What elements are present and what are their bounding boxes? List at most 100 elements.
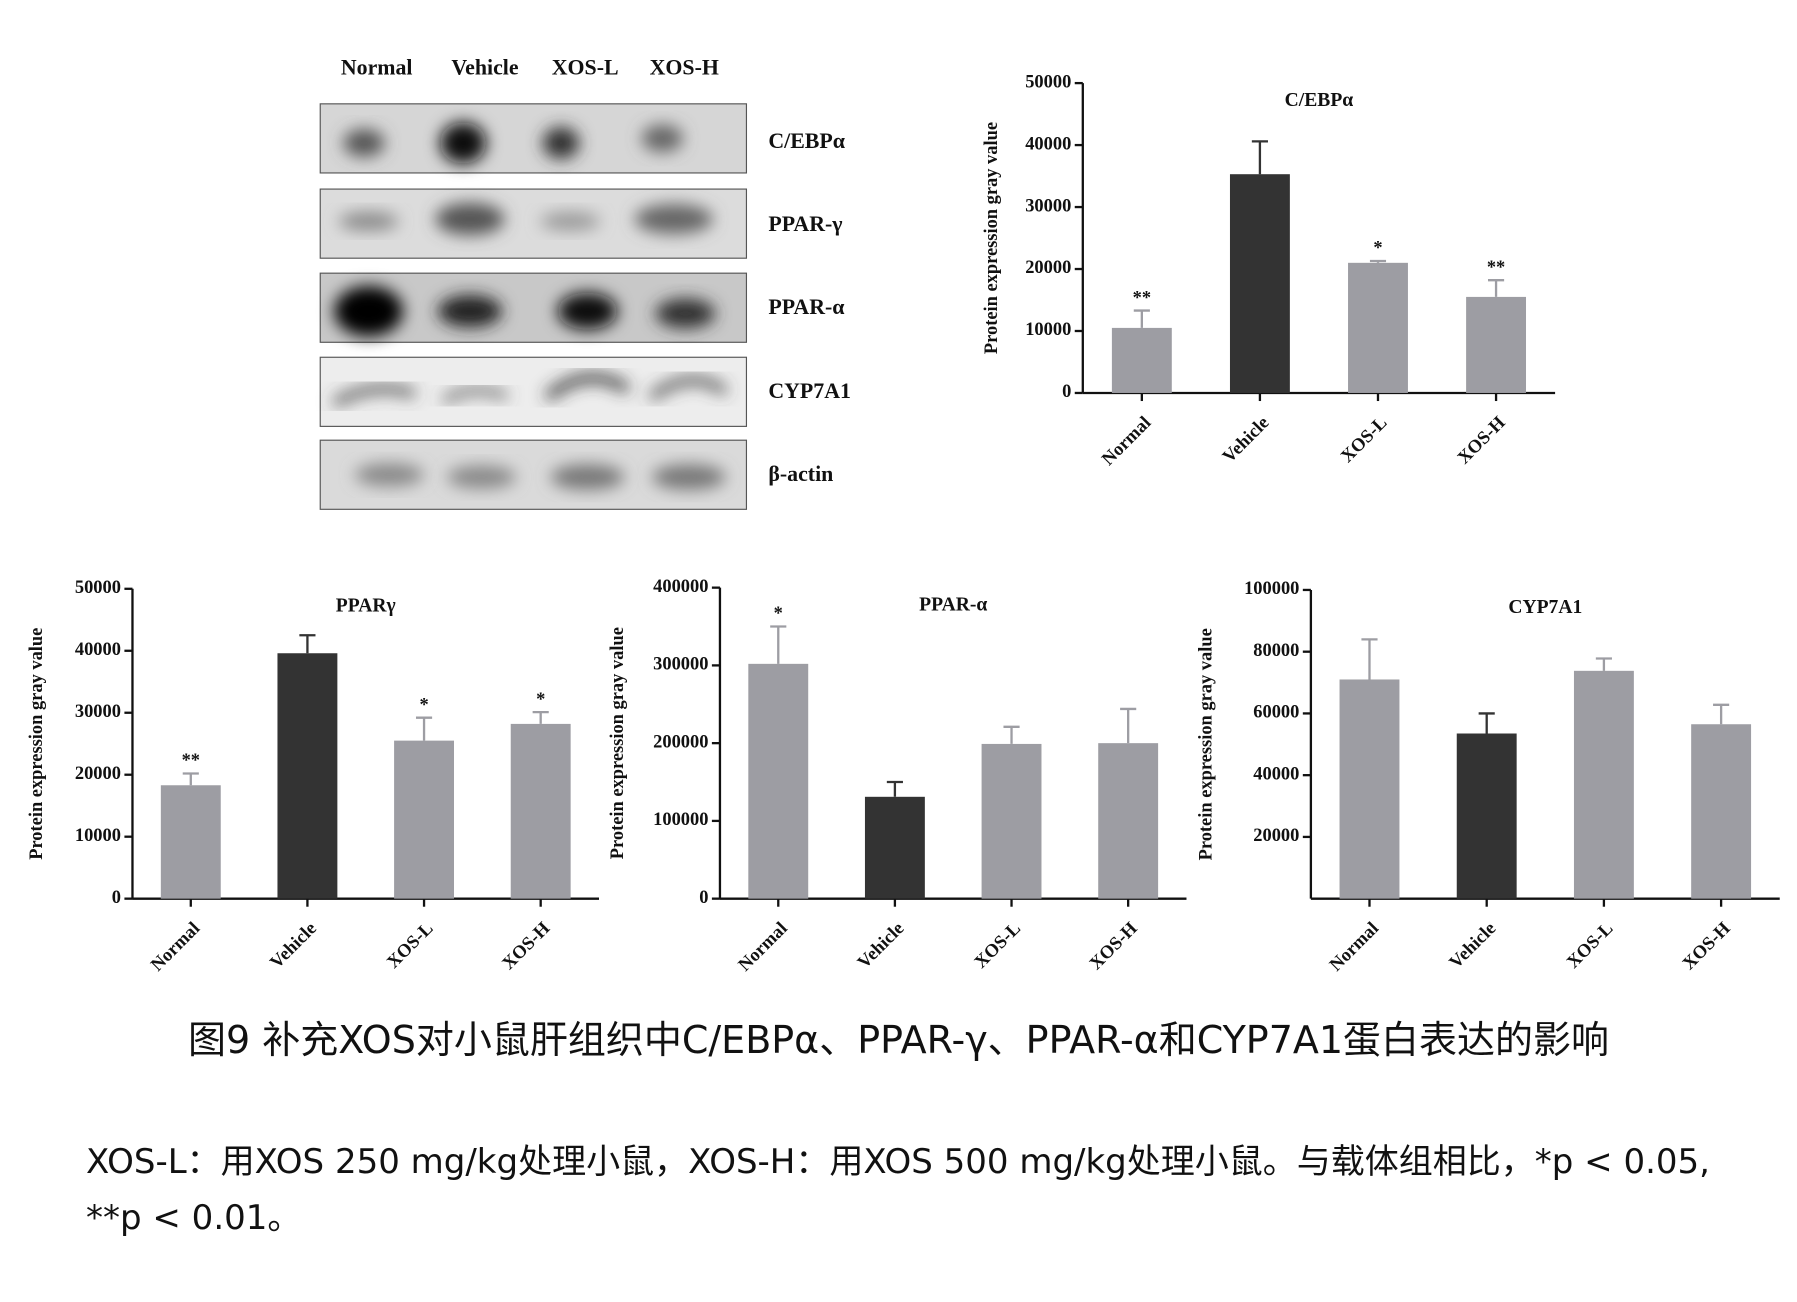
bar (394, 740, 455, 899)
error-bar (1361, 638, 1378, 680)
significance-label: ** (1487, 257, 1505, 277)
protein-label: C/EBPα (768, 129, 845, 153)
bar (160, 785, 221, 899)
chart-title: CYP7A1 (1508, 597, 1582, 618)
y-tick-label: 30000 (75, 701, 121, 721)
error-bar (1595, 657, 1612, 671)
significance-label: ** (182, 750, 200, 770)
y-tick-label: 20000 (1253, 825, 1299, 845)
y-tick-label: 0 (112, 887, 121, 907)
x-tick-label: Vehicle (1445, 918, 1499, 972)
significance-label: * (1373, 238, 1382, 258)
lane-label: XOS-L (552, 55, 619, 79)
y-tick-label: 300000 (653, 654, 708, 674)
x-tick-label: XOS-L (970, 918, 1024, 972)
significance-label: * (419, 694, 428, 714)
error-bar (532, 710, 549, 724)
significance-label: * (536, 689, 545, 709)
x-tick-label: XOS-H (1678, 918, 1734, 974)
bar (1098, 743, 1159, 899)
error-bar (886, 780, 903, 797)
y-tick-label: 60000 (1253, 702, 1299, 722)
x-tick-label: XOS-H (1453, 412, 1509, 468)
protein-label: PPAR-γ (768, 212, 842, 236)
caption-title: 图9 补充XOS对小鼠肝组织中C/EBPα、PPAR-γ、PPAR-α和CYP7… (187, 1018, 1610, 1062)
protein-label: β-actin (768, 462, 833, 486)
band (540, 212, 601, 231)
x-tick-label: Normal (147, 918, 204, 975)
error-bar (299, 634, 316, 654)
bar (1348, 262, 1408, 393)
chart-title: PPAR-α (919, 595, 987, 616)
bar (1111, 327, 1172, 393)
y-tick-label: 400000 (653, 576, 708, 596)
significance-label: ** (1133, 287, 1151, 307)
y-tick-label: 40000 (75, 639, 121, 659)
x-tick-label: Normal (734, 918, 791, 975)
x-tick-label: Vehicle (1218, 412, 1272, 466)
x-tick-label: XOS-H (1086, 918, 1142, 974)
bar (1573, 670, 1634, 899)
y-axis-label: Protein expression gray value (1195, 628, 1215, 860)
protein-label: PPAR-α (768, 295, 844, 319)
y-tick-label: 50000 (75, 577, 121, 597)
band (354, 463, 424, 487)
x-tick-label: XOS-L (1337, 412, 1391, 466)
bar (1229, 174, 1290, 393)
y-tick-label: 40000 (1253, 763, 1299, 783)
bar (1691, 724, 1752, 899)
band (334, 285, 404, 337)
band (440, 122, 487, 164)
bar (864, 796, 925, 899)
lane-label: Normal (341, 55, 413, 79)
y-tick-label: 20000 (75, 763, 121, 783)
y-axis-label: Protein expression gray value (607, 627, 627, 859)
band (634, 204, 714, 235)
band (641, 124, 684, 153)
error-bar (770, 625, 787, 664)
y-tick-label: 0 (699, 887, 708, 907)
band (542, 126, 580, 160)
significance-label: * (774, 603, 783, 623)
band (441, 387, 509, 404)
band (343, 129, 385, 157)
y-tick-label: 80000 (1253, 640, 1299, 660)
y-tick-label: 30000 (1025, 195, 1071, 215)
x-tick-label: Vehicle (266, 918, 320, 972)
bar (510, 723, 571, 899)
band (446, 465, 517, 489)
caption-note: XOS-L：用XOS 250 mg/kg处理小鼠，XOS-H：用XOS 500 … (86, 1142, 1710, 1238)
band (655, 298, 716, 329)
y-tick-label: 100000 (653, 809, 708, 829)
error-bar (1003, 725, 1020, 744)
band (648, 376, 729, 401)
band (544, 373, 631, 402)
y-tick-label: 10000 (1025, 319, 1071, 339)
bar (1339, 679, 1400, 899)
error-bar (1487, 279, 1505, 297)
error-bar (1133, 309, 1150, 328)
y-tick-label: 200000 (653, 731, 708, 751)
bar (1466, 296, 1527, 393)
y-tick-label: 0 (1062, 381, 1071, 401)
band (338, 212, 399, 231)
y-axis-label: Protein expression gray value (981, 122, 1001, 354)
chart-title: C/EBPα (1285, 90, 1354, 111)
lane-label: XOS-H (650, 55, 719, 79)
band (550, 464, 625, 490)
bar (748, 663, 809, 899)
error-bar (1478, 712, 1495, 734)
x-tick-label: Normal (1325, 918, 1382, 975)
error-bar (1251, 140, 1268, 175)
y-tick-label: 100000 (1244, 578, 1299, 598)
x-tick-label: XOS-H (498, 918, 554, 974)
band (557, 292, 618, 330)
error-bar (182, 772, 199, 786)
y-tick-label: 50000 (1025, 71, 1071, 91)
band (332, 384, 416, 407)
band (651, 464, 726, 490)
error-bar (415, 716, 433, 741)
western-blot (319, 103, 748, 510)
